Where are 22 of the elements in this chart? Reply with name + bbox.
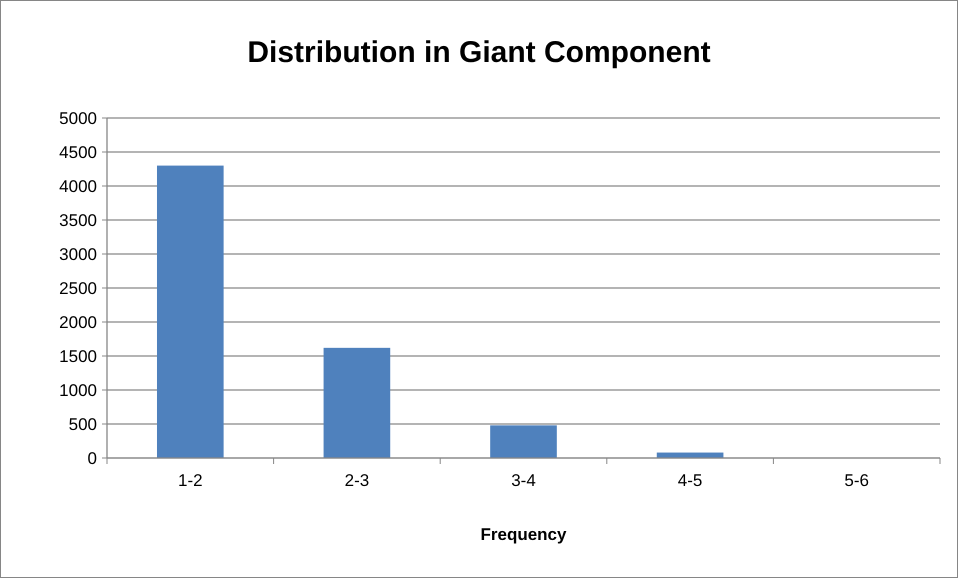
y-tick-label: 500 [68, 414, 97, 434]
y-tick-label: 2500 [59, 278, 97, 298]
y-tick-label: 5000 [59, 108, 97, 128]
x-tick-label: 4-5 [678, 471, 702, 490]
y-tick-label: 1500 [59, 346, 97, 366]
x-tick-label: 5-6 [844, 471, 869, 490]
x-axis-title: Frequency [480, 525, 568, 544]
x-tick-label: 3-4 [511, 471, 536, 490]
y-tick-label: 3500 [59, 210, 97, 230]
y-tick-label: 2000 [59, 312, 97, 332]
x-tick-label: 1-2 [178, 471, 203, 490]
bar [656, 452, 724, 458]
bar [490, 425, 557, 458]
y-tick-label: 4500 [59, 142, 97, 162]
bar [324, 348, 390, 458]
x-tick-label: 2-3 [344, 471, 370, 490]
chart-title: Distribution in Giant Component [247, 36, 711, 69]
y-tick-label: 1000 [59, 380, 97, 400]
y-tick-label: 0 [88, 448, 97, 468]
y-tick-label: 4000 [59, 176, 97, 196]
bar [156, 166, 224, 458]
y-tick-label: 3000 [59, 244, 97, 264]
